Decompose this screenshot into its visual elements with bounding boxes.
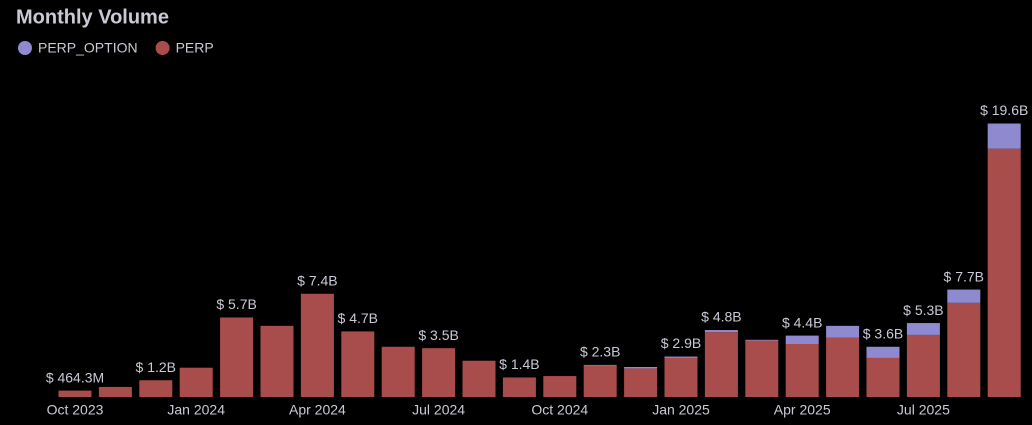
value-label: $ 1.4B [499,356,539,372]
x-tick-label: Jul 2024 [412,402,465,418]
value-label: $ 4.7B [338,310,378,326]
value-label: $ 7.7B [944,268,984,284]
bar-segment [260,325,294,397]
x-tick-label: Jul 2025 [897,402,950,418]
bar-segment [987,148,1021,397]
x-tick-label: Apr 2024 [289,402,346,418]
bar-segment [947,302,981,397]
value-label: $ 3.6B [863,325,903,341]
legend-label: PERP [176,40,214,56]
legend-marker [18,41,32,55]
bar-segment [583,364,617,366]
bar-segment [704,332,738,397]
value-label: $ 19.6B [980,102,1028,118]
bar-segment [462,360,496,397]
value-label: $ 1.2B [136,359,176,375]
chart-title: Monthly Volume [16,6,169,28]
x-tick-label: Apr 2025 [774,402,831,418]
bar-segment [785,343,819,397]
x-tick-label: Oct 2024 [531,402,588,418]
bar-segment [583,365,617,397]
value-label: $ 2.9B [661,335,701,351]
legend-marker [155,41,170,55]
bar-segment [220,317,254,397]
x-tick-label: Jan 2024 [167,402,225,418]
bar-segment [745,340,779,397]
bar-segment [704,330,738,333]
bar-segment [422,348,456,397]
bar-segment [139,380,173,397]
value-label: $ 5.3B [903,302,943,318]
bar-segment [826,325,860,338]
bar-segment [664,356,698,358]
bar-segment [98,386,132,397]
bar-segment [745,339,779,341]
bar-segment [987,123,1021,149]
x-tick-label: Jan 2025 [652,402,710,418]
value-label: $ 2.3B [580,344,620,360]
value-label: $ 4.4B [782,314,822,330]
value-label: $ 5.7B [216,296,256,312]
bar-segment [341,331,375,397]
bar-segment [300,293,334,397]
value-label: $ 464.3M [46,369,104,385]
value-label: $ 3.5B [418,327,458,343]
bar-segment [866,346,900,358]
bar-segment [866,357,900,397]
legend-label: PERP_OPTION [38,40,138,56]
bar-segment [624,367,658,369]
bar-segment [381,346,415,397]
bar-segment [58,390,92,397]
bar-segment [785,335,819,344]
x-tick-label: Oct 2023 [47,402,104,418]
bar-segment [826,337,860,397]
bar-segment [906,334,940,397]
value-label: $ 4.8B [701,309,741,325]
bar-segment [664,357,698,397]
value-label: $ 7.4B [297,272,337,288]
bar-segment [179,367,213,397]
bar-segment [906,323,940,335]
bar-segment [947,289,981,303]
bar-segment [502,377,536,397]
bar-segment [543,376,577,397]
bar-segment [624,368,658,397]
